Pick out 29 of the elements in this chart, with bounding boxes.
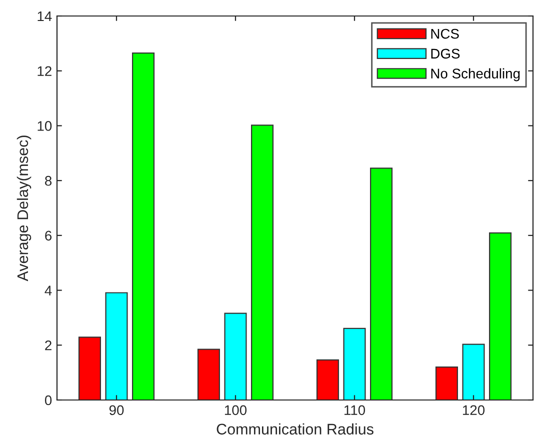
bar [224, 312, 247, 400]
bar [435, 366, 458, 400]
bar [316, 359, 339, 400]
bar [462, 344, 485, 400]
x-tick-label: 120 [462, 405, 485, 416]
y-tick-label: 0 [44, 395, 52, 406]
x-tick-label: 110 [344, 405, 366, 416]
x-tick-label: 100 [224, 405, 247, 416]
bar [197, 348, 220, 400]
y-axis-title: Average Delay(msec) [16, 136, 32, 282]
bar [132, 52, 155, 400]
y-tick-label: 2 [45, 340, 52, 350]
bar [78, 336, 101, 400]
y-tick-label: 8 [45, 176, 52, 186]
y-tick-label: 10 [38, 121, 52, 131]
legend-label: No Scheduling [431, 68, 520, 82]
bar [370, 168, 393, 400]
legend-label: NCS [431, 28, 459, 39]
x-axis-title: Communication Radius [216, 423, 374, 435]
y-tick-label: 4 [44, 286, 52, 296]
bar [489, 232, 512, 400]
x-tick-label: 90 [109, 405, 124, 416]
bar [343, 328, 366, 400]
y-tick-label: 14 [38, 11, 52, 22]
y-tick-label: 12 [38, 66, 52, 76]
bar [251, 124, 274, 400]
y-tick-label: 6 [45, 230, 52, 241]
legend-label: DGS [431, 48, 460, 59]
bar [105, 292, 128, 400]
